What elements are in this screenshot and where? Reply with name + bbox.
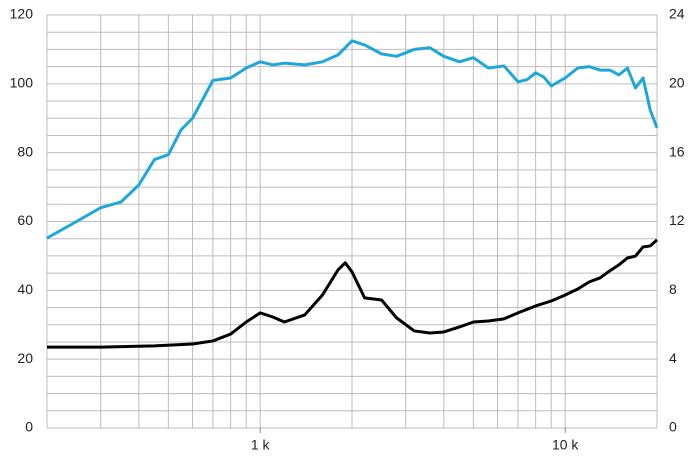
y-tick-label: 100 [10,75,34,91]
y-tick-label: 20 [17,350,33,366]
y-tick-label: 80 [17,143,33,159]
series-line [46,39,659,240]
y2-tick-label: 12 [669,212,685,228]
y2-tick-label: 16 [669,143,685,159]
series-line [47,238,658,349]
x-tick-label: 1 k [251,437,271,453]
y2-tick-label: 4 [669,350,677,366]
y-tick-label: 40 [17,281,33,297]
y-tick-label: 0 [25,419,33,435]
y2-tick-label: 8 [669,281,677,297]
y2-tick-label: 24 [669,6,685,22]
y-tick-label: 60 [17,212,33,228]
x-tick-label: 10 k [552,437,579,453]
y2-tick-label: 20 [669,75,685,91]
y2-tick-label: 0 [669,419,677,435]
y-tick-label: 120 [10,6,34,22]
